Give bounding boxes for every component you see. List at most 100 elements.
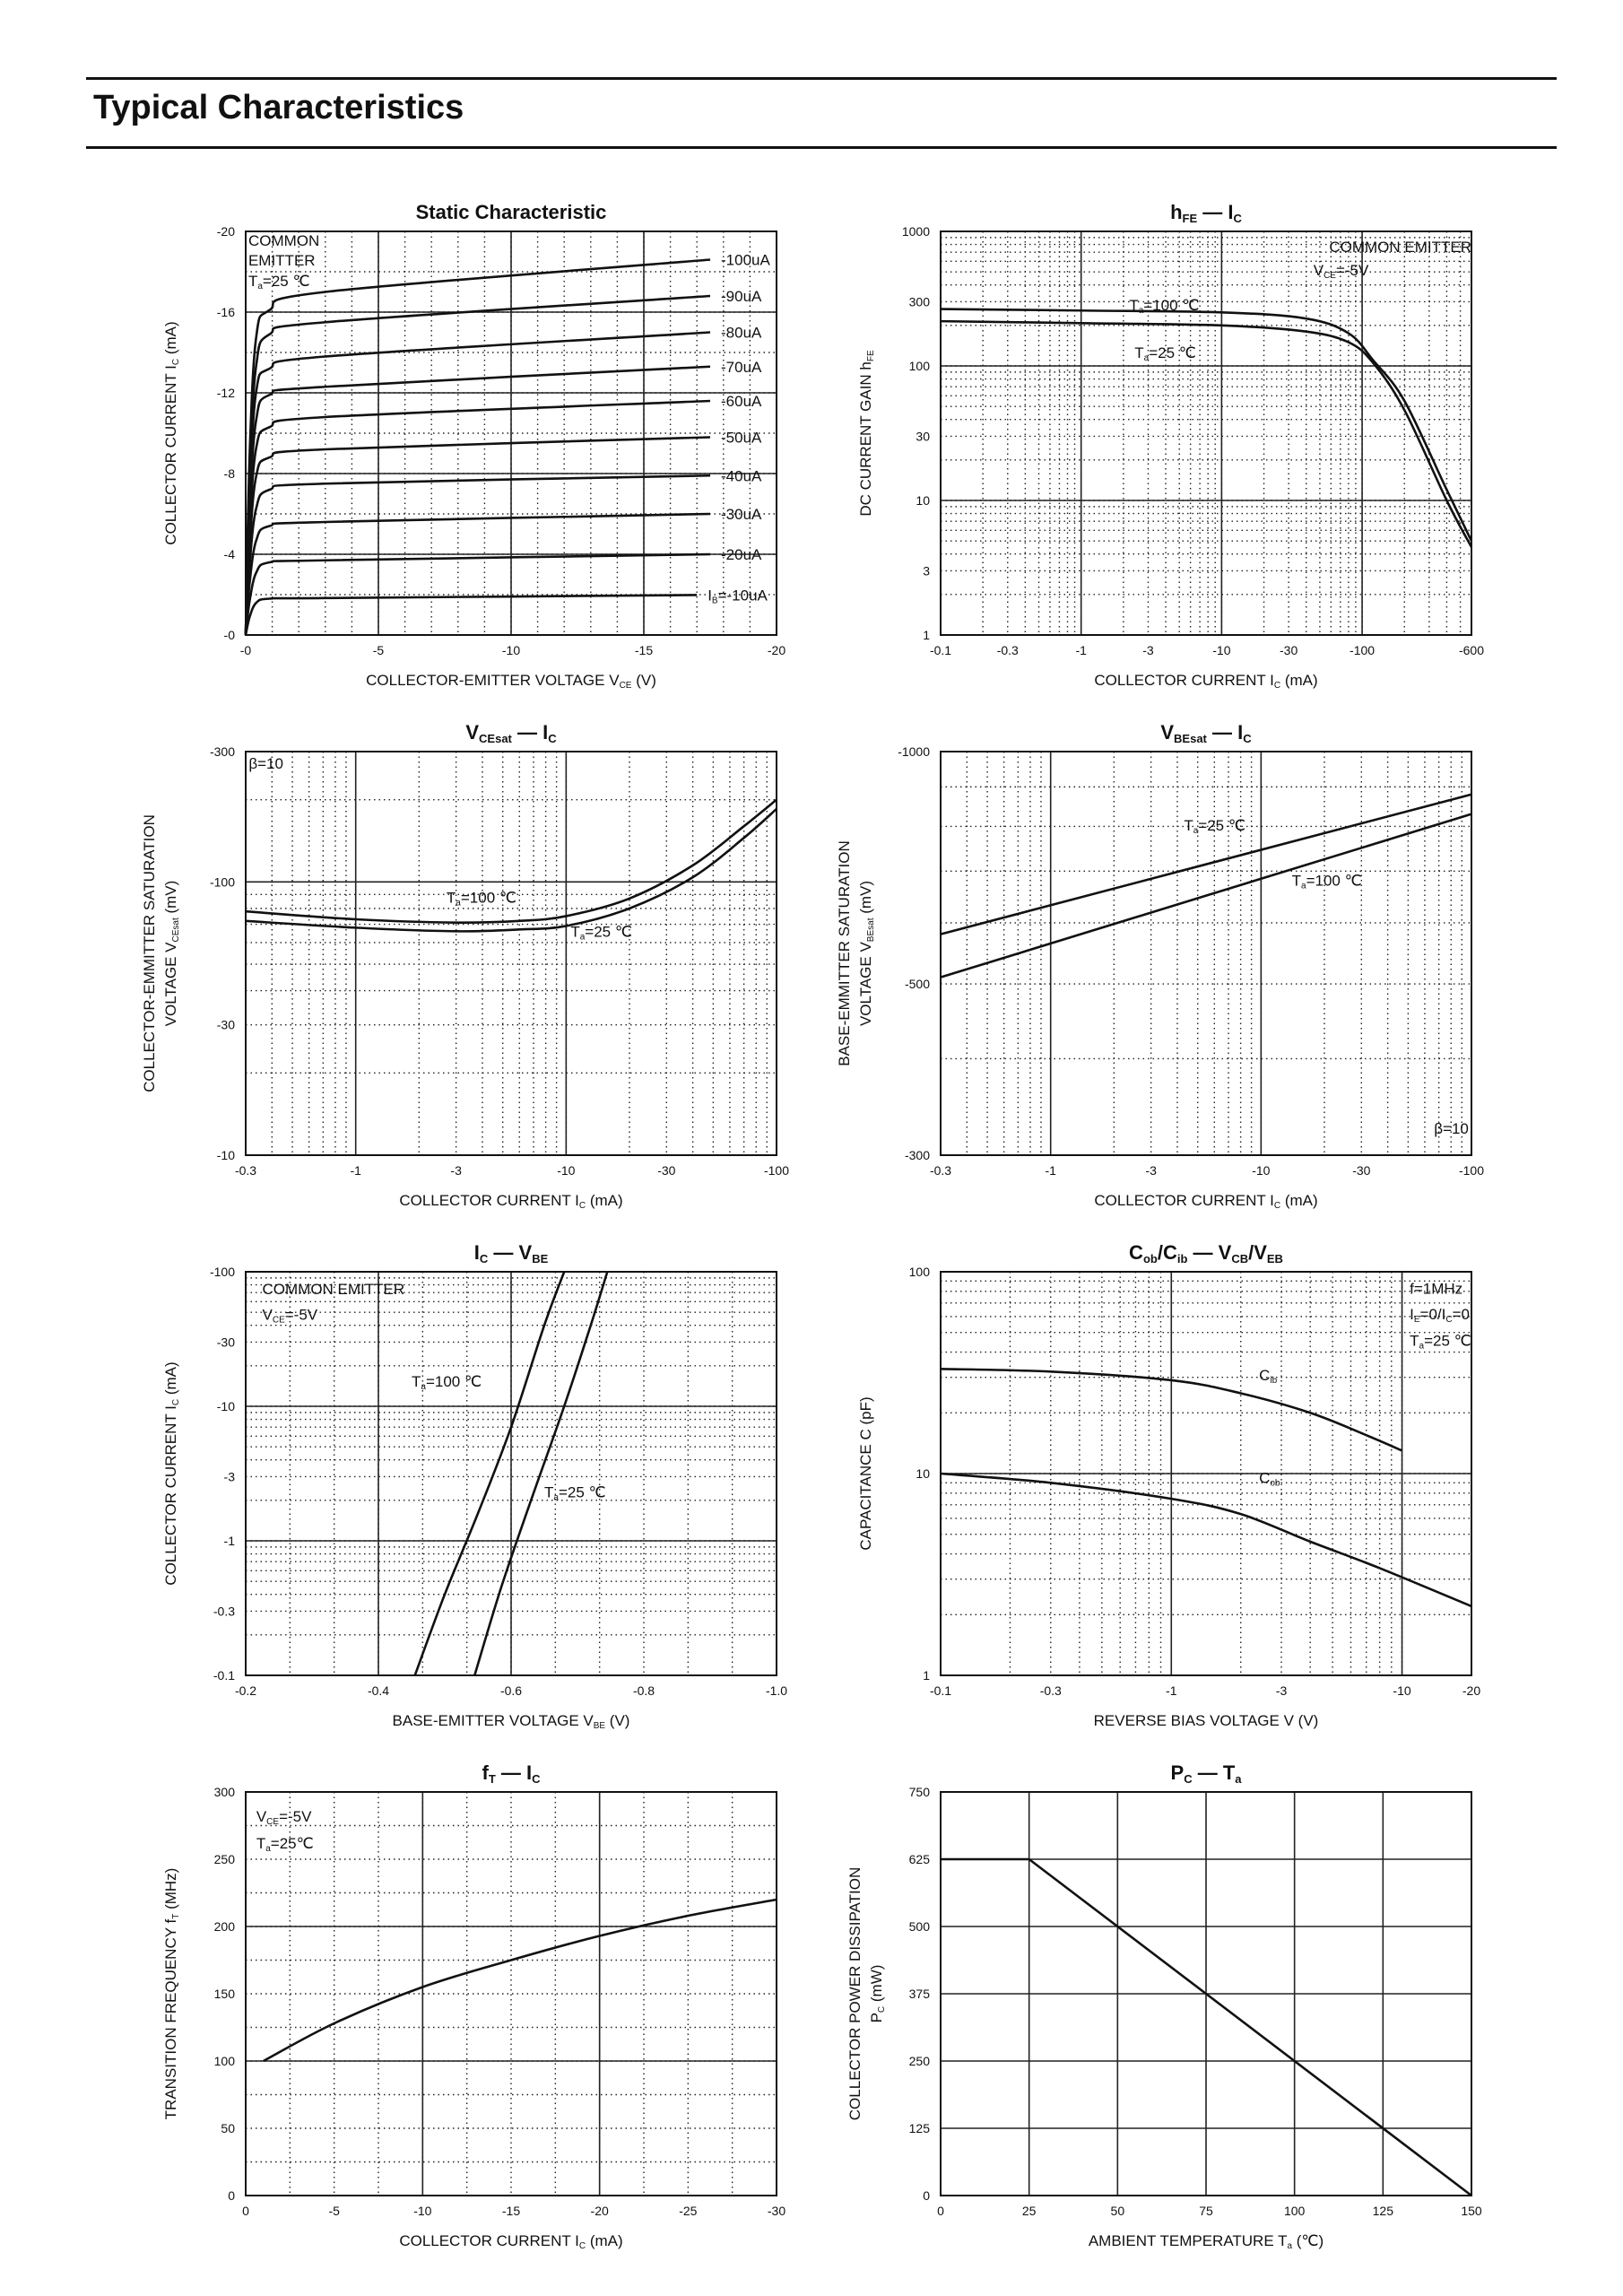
y-axis-label-line2: VOLTAGE VBEsat (mV) xyxy=(857,881,876,1026)
series-label: -80uA xyxy=(721,325,762,342)
x-tick-label: -20 xyxy=(591,2204,609,2218)
x-tick-label: -100 xyxy=(1350,643,1375,657)
x-tick-label: -0.4 xyxy=(368,1683,389,1698)
annotation: Ta=25 ℃ xyxy=(544,1484,606,1503)
x-axis-label: COLLECTOR CURRENT IC (mA) xyxy=(399,2232,622,2251)
series-label-text: -100uA xyxy=(721,252,770,269)
annotation: β=10 xyxy=(248,755,283,772)
series-line-1 xyxy=(473,1271,609,1676)
y-tick-label: 0 xyxy=(923,2188,930,2203)
annotation: COMMON EMITTER xyxy=(1329,239,1471,256)
x-axis-label: COLLECTOR CURRENT IC (mA) xyxy=(1094,1192,1317,1211)
chart-title: fT — IC xyxy=(482,1761,541,1786)
x-tick-label: 75 xyxy=(1199,2204,1213,2218)
x-tick-label: -5 xyxy=(328,2204,340,2218)
y-tick-label: -0 xyxy=(224,628,236,642)
x-tick-label: -1 xyxy=(1166,1683,1177,1698)
x-tick-label: -20 xyxy=(768,643,785,657)
y-tick-label: 625 xyxy=(909,1852,931,1866)
chart-title: PC — Ta xyxy=(1171,1761,1243,1786)
chart-c6: -0.1 -0.3 -1 -3 -10 -20 1 10 100 Cob/Cib — VCB/VE… xyxy=(857,1241,1480,1729)
series-label: -100uA xyxy=(721,252,770,269)
series-line-0 xyxy=(263,1898,777,2063)
annotation: Ta=25 ℃ xyxy=(570,923,632,942)
y-tick-label: 750 xyxy=(909,1785,931,1799)
chart-title: IC — VBE xyxy=(474,1241,549,1265)
x-tick-label: -20 xyxy=(1462,1683,1480,1698)
x-tick-label: -3 xyxy=(1142,643,1154,657)
x-tick-label: -1 xyxy=(1075,643,1087,657)
x-tick-label: -15 xyxy=(502,2204,520,2218)
annotation: Ta=100 ℃ xyxy=(412,1373,482,1392)
x-tick-label: -30 xyxy=(768,2204,785,2218)
series-label-text: -90uA xyxy=(721,288,762,305)
x-tick-label: -0.3 xyxy=(1040,1683,1062,1698)
grid xyxy=(246,1272,777,1675)
series-label-text: -40uA xyxy=(721,467,762,484)
x-tick-label: -1.0 xyxy=(766,1683,787,1698)
y-tick-label: 300 xyxy=(909,294,931,309)
series-line-1 xyxy=(940,813,1472,978)
x-tick-label: -100 xyxy=(764,1163,789,1178)
series-line-9 xyxy=(244,258,711,636)
x-tick-label: -1 xyxy=(1045,1163,1056,1178)
y-tick-label: 0 xyxy=(228,2188,235,2203)
grid xyxy=(246,1792,777,2196)
y-axis-label-text: CAPACITANCE C (pF) xyxy=(857,1396,874,1550)
annotation: Cob xyxy=(1259,1469,1280,1488)
chart-title: VCEsat — IC xyxy=(465,721,557,745)
plot-frame xyxy=(245,1271,777,1676)
annotation: IE=0/IC=0 xyxy=(1410,1306,1470,1325)
y-tick-label: 1 xyxy=(923,628,930,642)
grid xyxy=(246,752,777,1155)
x-axis-label: BASE-EMITTER VOLTAGE VBE (V) xyxy=(393,1712,630,1731)
y-axis-label-text: TRANSITION FREQUENCY fT (MHz) xyxy=(162,1868,181,2120)
series-label-text: -50uA xyxy=(721,430,762,447)
x-tick-label: 0 xyxy=(242,2204,249,2218)
y-tick-label: 375 xyxy=(909,1987,931,2001)
series-label: -40uA xyxy=(721,467,762,484)
annotation: Ta=100 ℃ xyxy=(1129,297,1199,316)
annotation: Ta=25 ℃ xyxy=(248,273,310,291)
series-line-0 xyxy=(244,594,698,636)
chart-title: Static Characteristic xyxy=(416,201,607,223)
x-tick-label: -3 xyxy=(1276,1683,1288,1698)
plot-frame xyxy=(940,230,1472,636)
y-axis-label-line2: PC (mW) xyxy=(868,1965,887,2023)
chart-c1: -0 -5 -10 -15 -20 -0 -4 -8 -12 -16 -20 Static Chara… xyxy=(162,201,785,691)
y-axis-label: DC CURRENT GAIN hFE xyxy=(857,350,876,517)
y-tick-label: -500 xyxy=(905,977,930,991)
y-tick-label: 30 xyxy=(916,429,930,443)
x-axis-label: COLLECTOR-EMITTER VOLTAGE VCE (V) xyxy=(366,672,656,691)
y-tick-label: -3 xyxy=(224,1469,236,1483)
y-tick-label: -12 xyxy=(217,386,235,400)
y-axis-label: COLLECTOR CURRENT IC (mA) xyxy=(162,1361,181,1585)
x-tick-label: -0.1 xyxy=(930,1683,951,1698)
annotation: Ta=25 ℃ xyxy=(1410,1332,1471,1351)
series-line-0 xyxy=(940,1368,1403,1452)
plot-frame xyxy=(940,1791,1472,2196)
x-tick-label: -3 xyxy=(1145,1163,1157,1178)
x-tick-label: -1 xyxy=(350,1163,361,1178)
y-tick-label: 100 xyxy=(214,2054,236,2068)
y-tick-label: -100 xyxy=(210,874,235,889)
x-tick-label: -0.6 xyxy=(500,1683,522,1698)
chart-c7: 0 -5 -10 -15 -20 -25 -30 0 50 100 150 200 250 300 fT —… xyxy=(162,1761,785,2251)
y-tick-label: 3 xyxy=(923,563,930,578)
x-tick-label: 50 xyxy=(1111,2204,1125,2218)
annotation: COMMON xyxy=(248,232,319,249)
x-axis-label: COLLECTOR CURRENT IC (mA) xyxy=(1094,672,1317,691)
annotation: VCE=-5V xyxy=(1314,262,1369,281)
x-tick-label: -10 xyxy=(1212,643,1230,657)
y-tick-label: 10 xyxy=(916,493,930,508)
series-label: -70uA xyxy=(721,359,762,376)
y-tick-label: -4 xyxy=(224,547,236,561)
grid xyxy=(941,1272,1471,1675)
annotation: β=10 xyxy=(1434,1120,1469,1137)
y-axis-label-line2: VOLTAGE VCEsat (mV) xyxy=(162,881,181,1027)
annotation: f=1MHz xyxy=(1410,1280,1462,1297)
y-tick-label: -10 xyxy=(217,1399,235,1413)
y-tick-label: -10 xyxy=(217,1148,235,1162)
x-axis-label: AMBIENT TEMPERATURE Ta (℃) xyxy=(1089,2232,1324,2251)
y-tick-label: 1 xyxy=(923,1668,930,1683)
